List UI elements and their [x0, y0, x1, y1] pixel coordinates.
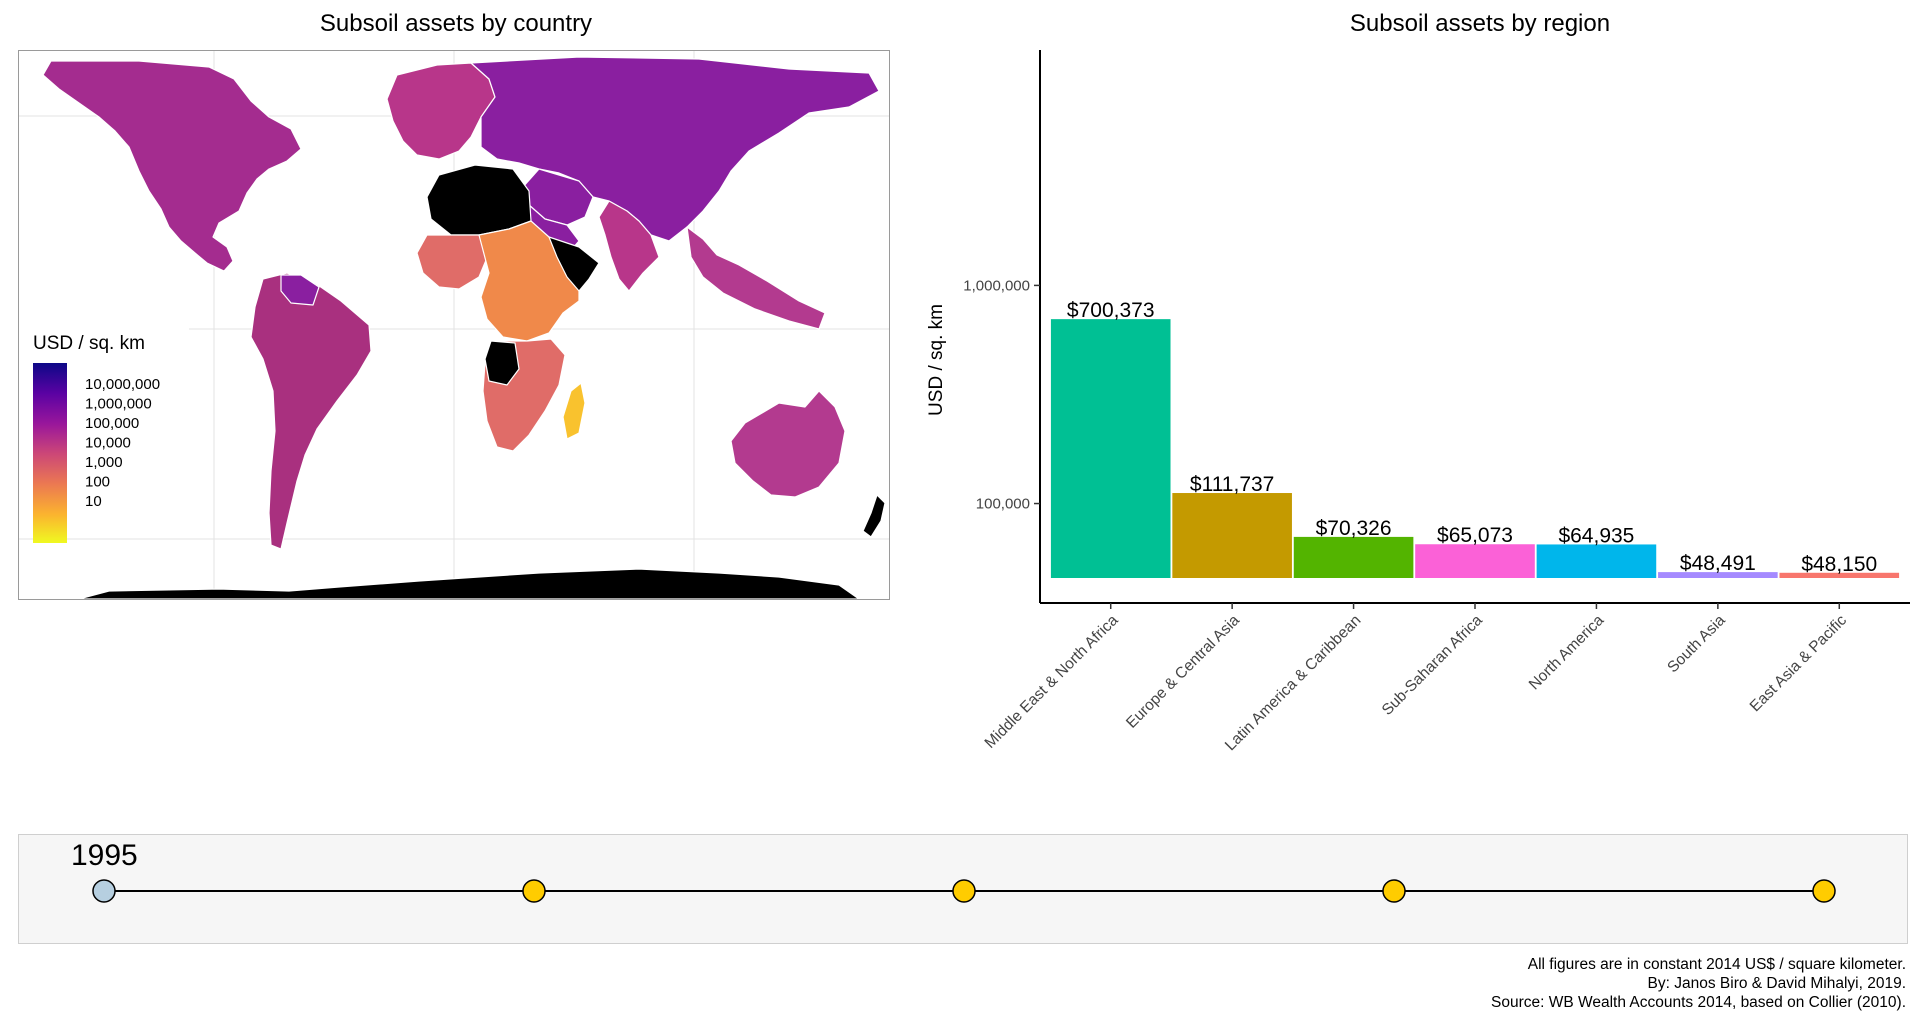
country-southeast-asia[interactable]: [686, 226, 826, 330]
bar[interactable]: [1050, 319, 1171, 578]
country-russia-asia[interactable]: [470, 56, 880, 242]
map-legend: USD / sq. km 10,000,000 1,000,000 100,000 1…: [19, 321, 189, 543]
timeline-point[interactable]: [522, 879, 546, 903]
world-map[interactable]: USD / sq. km 10,000,000 1,000,000 100,000 1…: [19, 51, 889, 599]
chart-title: Subsoil assets by region: [1349, 10, 1611, 37]
country-horn-of-africa[interactable]: [548, 236, 600, 292]
x-tick-label: South Asia: [1664, 612, 1729, 677]
country-angola[interactable]: [484, 340, 520, 386]
bar[interactable]: [1536, 544, 1657, 578]
bar-value-label: $48,491: [1680, 552, 1756, 575]
bar-value-label: $48,150: [1801, 553, 1877, 576]
x-tick-label: Latin America & Caribbean: [1222, 612, 1364, 754]
country-madagascar[interactable]: [562, 382, 586, 440]
world-map-panel[interactable]: USD / sq. km 10,000,000 1,000,000 100,000 1…: [18, 50, 890, 600]
country-venezuela[interactable]: [280, 274, 320, 306]
footer-authors: By: Janos Biro & David Mihalyi, 2019.: [1647, 975, 1906, 992]
x-tick-label: Sub-Saharan Africa: [1379, 612, 1486, 719]
footer: All figures are in constant 2014 US$ / s…: [1006, 955, 1906, 1012]
y-axis-label: USD / sq. km: [926, 304, 947, 416]
map-legend-label: 1,000,000: [85, 396, 152, 413]
x-tick-label: Middle East & North Africa: [982, 612, 1122, 752]
timeline-point[interactable]: [1382, 879, 1406, 903]
map-legend-title: USD / sq. km: [33, 333, 145, 354]
country-australia[interactable]: [730, 390, 846, 498]
timeline-point[interactable]: [1812, 879, 1836, 903]
bar[interactable]: [1779, 572, 1900, 578]
map-legend-colorbar: [33, 363, 67, 543]
country-north-america[interactable]: [42, 60, 302, 272]
bar[interactable]: [1172, 493, 1292, 578]
map-title: Subsoil assets by country: [319, 10, 593, 37]
footer-source: Source: WB Wealth Accounts 2014, based o…: [1491, 994, 1906, 1011]
country-west-africa[interactable]: [416, 234, 490, 290]
year-timeline[interactable]: 1995: [18, 834, 1908, 944]
bar-chart: 100,000 1,000,000 $700,373 $111,737 $70,326…: [926, 50, 1910, 754]
bar-value-label: $111,737: [1190, 473, 1274, 496]
timeline-point[interactable]: [952, 879, 976, 903]
x-tick-label: Europe & Central Asia: [1123, 612, 1243, 732]
timeline-point-active[interactable]: [92, 879, 116, 903]
map-legend-label: 1,000: [85, 454, 123, 471]
country-new-zealand[interactable]: [862, 494, 886, 538]
bar[interactable]: [1415, 544, 1535, 578]
bar-value-label: $700,373: [1067, 299, 1155, 322]
x-tick-label: East Asia & Pacific: [1747, 612, 1851, 716]
country-north-africa[interactable]: [426, 164, 532, 236]
greenland[interactable]: [240, 54, 332, 106]
footer-note: All figures are in constant 2014 US$ / s…: [1527, 956, 1906, 973]
map-legend-label: 10,000: [85, 435, 131, 452]
bar-value-label: $70,326: [1316, 517, 1392, 540]
x-tick-label: North America: [1526, 612, 1608, 694]
country-europe[interactable]: [386, 62, 496, 160]
current-year-label: 1995: [71, 839, 138, 872]
country-south-asia[interactable]: [598, 200, 660, 292]
map-legend-label: 10: [85, 493, 102, 510]
antarctica[interactable]: [78, 568, 860, 599]
country-south-america[interactable]: [250, 272, 372, 550]
y-tick-label: 100,000: [976, 496, 1030, 513]
map-legend-label: 100,000: [85, 415, 139, 432]
bar[interactable]: [1293, 536, 1414, 578]
bar-value-label: $64,935: [1558, 524, 1634, 547]
bar-value-label: $65,073: [1437, 524, 1513, 547]
y-tick-label: 1,000,000: [963, 277, 1030, 294]
bar[interactable]: [1658, 572, 1778, 578]
map-legend-label: 10,000,000: [85, 376, 160, 393]
map-legend-label: 100: [85, 474, 110, 491]
